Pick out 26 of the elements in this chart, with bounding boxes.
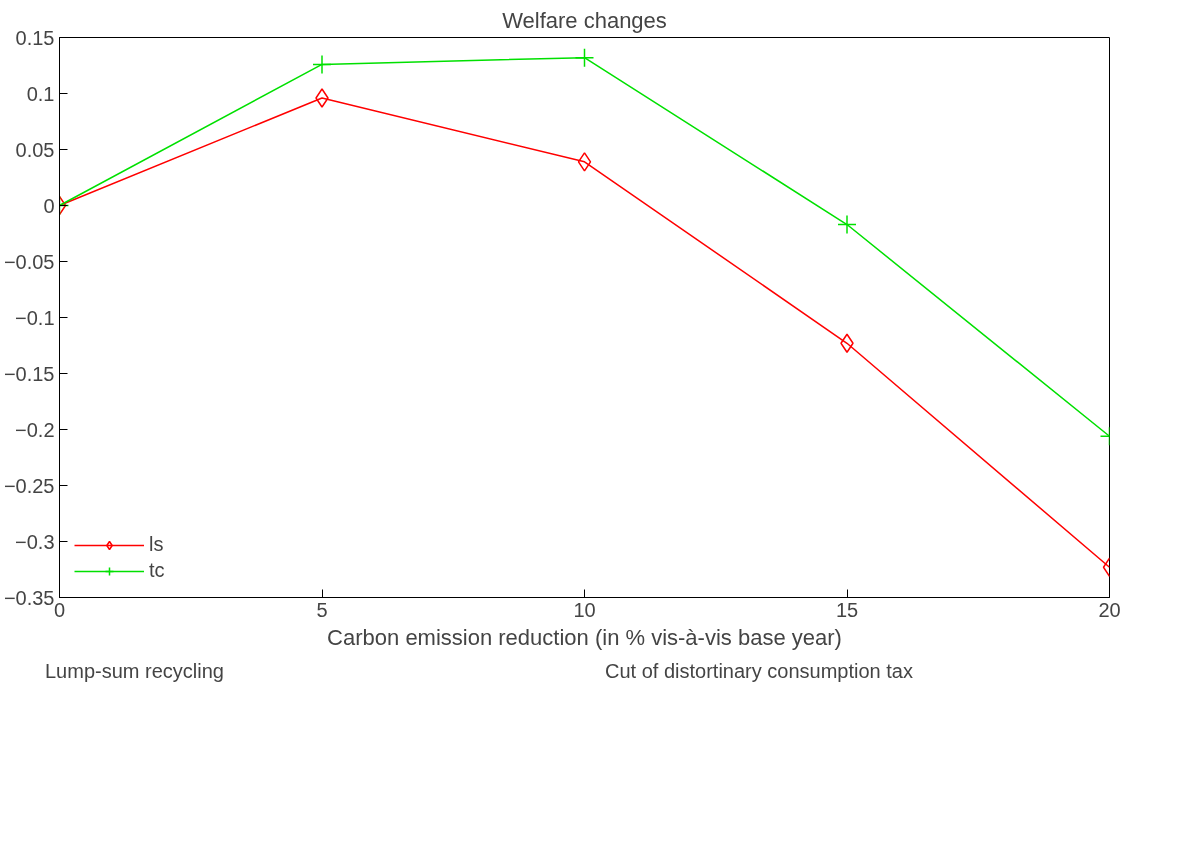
y-tick-label: −0.05 [3,250,55,273]
text: Lump-sum recycling [45,659,224,684]
y-tick-label: −0.25 [3,474,55,497]
y-tick-label: −0.3 [15,530,55,553]
x-tick-label: 20 [1098,598,1121,621]
y-tick-label: 0 [43,194,55,217]
legend-label: ls [149,533,165,556]
x-tick-label: 15 [835,598,859,621]
x-tick-label: 10 [573,598,596,621]
legend-label: tc [149,559,166,582]
y-tick-label: 0.1 [26,82,55,105]
x-axis-title: Carbon emission reduction (in % vis-à-vis base year) [327,624,842,650]
point [837,214,857,235]
point [574,47,595,68]
text: Cut of distortinary consumption tax [605,659,913,684]
x-tick-label: 5 [316,598,328,621]
y-tick-label: −0.2 [15,418,55,441]
y-tick-label: −0.35 [3,586,55,609]
point [577,152,592,172]
y-tick-label: 0.15 [15,26,55,49]
point [312,54,332,75]
chart-title: Welfare changes [502,7,667,33]
y-tick-label: −0.15 [3,362,55,385]
point [315,88,329,108]
y-tick-label: −0.1 [15,306,55,329]
y-tick-label: 0.05 [15,138,55,161]
